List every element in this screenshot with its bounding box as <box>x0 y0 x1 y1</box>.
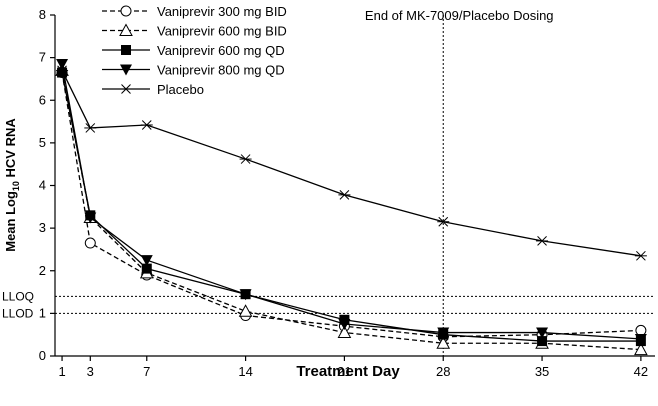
x-tick-label: 7 <box>143 364 150 379</box>
data-point <box>537 336 548 347</box>
series-vaniprevir-300-mg-bid <box>56 67 647 343</box>
data-point <box>140 120 153 130</box>
data-point <box>238 304 253 317</box>
y-tick-label: 0 <box>39 348 46 363</box>
x-tick-label: 1 <box>58 364 65 379</box>
x-tick-label: 21 <box>337 364 351 379</box>
legend-label: Vaniprevir 300 mg BID <box>157 4 287 19</box>
data-point <box>337 325 352 339</box>
data-point <box>536 327 549 339</box>
y-tick-label: 8 <box>39 7 46 22</box>
series-group <box>55 59 648 356</box>
data-point <box>56 65 69 76</box>
series-line <box>61 72 641 338</box>
reference-lines: LLOQ LLOD End of MK-7009/Placebo Dosing <box>2 8 655 356</box>
x-axis-title: Treatment Day <box>296 363 400 380</box>
y-axis-title-prefix: Mean Log <box>3 191 18 252</box>
data-point <box>141 263 152 274</box>
y-tick-label: 7 <box>39 50 46 65</box>
data-point <box>338 190 351 200</box>
y-tick-label: 6 <box>39 92 46 107</box>
series-line <box>61 63 641 340</box>
reference-label: LLOD <box>2 306 34 320</box>
legend-item: Vaniprevir 600 mg QD <box>102 43 285 58</box>
legend-label: Placebo <box>157 82 204 97</box>
x-tick-label: 42 <box>634 364 648 379</box>
y-tick-label: 5 <box>39 135 46 150</box>
data-point <box>635 324 647 336</box>
data-point <box>84 212 97 224</box>
x-tick-label: 14 <box>238 364 252 379</box>
series-vaniprevir-600-mg-qd <box>57 67 646 347</box>
data-point <box>57 67 68 78</box>
data-point <box>536 236 549 246</box>
y-tick-label: 1 <box>39 305 46 320</box>
data-point <box>239 154 252 164</box>
legend-item: Vaniprevir 300 mg BID <box>102 4 287 19</box>
data-point <box>84 123 97 133</box>
legend-label: Vaniprevir 600 mg QD <box>157 43 285 58</box>
legend-label: Vaniprevir 600 mg BID <box>157 24 287 39</box>
data-point <box>338 319 351 331</box>
legend-marker <box>120 84 132 94</box>
reference-label: LLOQ <box>2 289 34 303</box>
data-point <box>634 250 647 261</box>
legend-marker <box>119 23 133 36</box>
data-point <box>239 289 252 301</box>
series-placebo <box>56 65 647 261</box>
data-point <box>634 333 647 345</box>
x-tick-label: 35 <box>535 364 549 379</box>
y-axis-title-subscript: 10 <box>11 181 21 191</box>
y-axis-title: Mean Log10 HCV RNA <box>3 118 21 252</box>
data-point <box>84 237 96 249</box>
data-point <box>56 59 69 71</box>
legend: Vaniprevir 300 mg BID Vaniprevir 600 mg B… <box>102 4 287 97</box>
x-tick-label: 3 <box>87 364 94 379</box>
legend-marker <box>120 5 132 17</box>
data-point <box>437 327 450 339</box>
y-tick-label: 4 <box>39 178 46 193</box>
data-point <box>436 336 451 349</box>
legend-item: Vaniprevir 600 mg BID <box>102 23 287 39</box>
legend-marker <box>120 64 132 76</box>
series-line <box>61 70 641 257</box>
y-tick-label: 3 <box>39 220 46 235</box>
series-line <box>61 70 641 351</box>
axes <box>54 15 655 357</box>
data-point <box>437 216 450 227</box>
series-vaniprevir-800-mg-qd <box>56 59 647 345</box>
legend-item: Vaniprevir 800 mg QD <box>102 63 285 78</box>
legend-marker <box>121 45 131 55</box>
x-tick-label: 28 <box>436 364 450 379</box>
series-line <box>61 72 641 342</box>
legend-item: Placebo <box>102 82 204 97</box>
y-tick-label: 2 <box>39 263 46 278</box>
reference-label: End of MK-7009/Placebo Dosing <box>365 8 554 23</box>
y-axis-title-suffix: HCV RNA <box>3 118 18 181</box>
data-point <box>634 342 648 356</box>
series-vaniprevir-600-mg-bid <box>55 63 648 356</box>
data-point <box>140 255 153 267</box>
legend-label: Vaniprevir 800 mg QD <box>157 63 285 78</box>
